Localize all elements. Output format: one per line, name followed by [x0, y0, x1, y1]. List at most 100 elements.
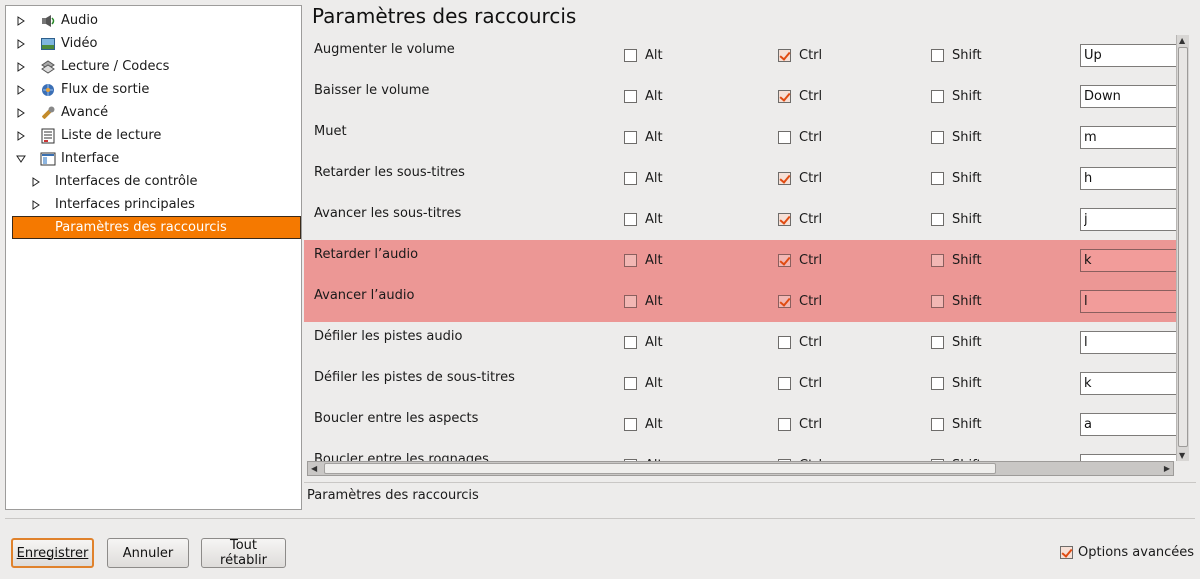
hotkey-key-field[interactable] — [1080, 290, 1180, 313]
scroll-right-icon[interactable]: ▶ — [1163, 464, 1170, 473]
ctrl-checkbox[interactable] — [778, 131, 791, 144]
tree-item-interfaces-de-contrôle[interactable]: Interfaces de contrôle — [6, 170, 301, 193]
hotkey-key-field[interactable] — [1080, 126, 1180, 149]
alt-modifier-toggle[interactable]: Alt — [624, 89, 663, 104]
alt-checkbox[interactable] — [624, 172, 637, 185]
collapse-arrow-icon[interactable] — [14, 152, 28, 166]
alt-checkbox[interactable] — [624, 336, 637, 349]
shift-modifier-toggle[interactable]: Shift — [931, 417, 982, 432]
expand-arrow-icon[interactable] — [14, 106, 28, 120]
shift-modifier-toggle[interactable]: Shift — [931, 130, 982, 145]
alt-checkbox[interactable] — [624, 295, 637, 308]
hotkey-key-field[interactable] — [1080, 372, 1180, 395]
shift-checkbox[interactable] — [931, 254, 944, 267]
alt-checkbox[interactable] — [624, 377, 637, 390]
shift-checkbox[interactable] — [931, 172, 944, 185]
ctrl-checkbox[interactable] — [778, 377, 791, 390]
ctrl-checkbox[interactable] — [778, 90, 791, 103]
ctrl-checkbox[interactable] — [778, 213, 791, 226]
ctrl-modifier-toggle[interactable]: Ctrl — [778, 253, 822, 268]
ctrl-modifier-toggle[interactable]: Ctrl — [778, 294, 822, 309]
tree-item-interface[interactable]: Interface — [6, 147, 301, 170]
shift-checkbox[interactable] — [931, 131, 944, 144]
tree-item-lecture-codecs[interactable]: Lecture / Codecs — [6, 55, 301, 78]
scroll-down-icon[interactable]: ▼ — [1179, 451, 1186, 460]
horizontal-scrollbar[interactable]: ◀ ▶ — [307, 461, 1174, 476]
tree-item-flux-de-sortie[interactable]: Flux de sortie — [6, 78, 301, 101]
tree-item-audio[interactable]: Audio — [6, 9, 301, 32]
hotkey-key-field[interactable] — [1080, 208, 1180, 231]
hotkey-key-field[interactable] — [1080, 249, 1180, 272]
alt-modifier-toggle[interactable]: Alt — [624, 253, 663, 268]
alt-checkbox[interactable] — [624, 254, 637, 267]
shift-modifier-toggle[interactable]: Shift — [931, 294, 982, 309]
ctrl-checkbox[interactable] — [778, 336, 791, 349]
alt-checkbox[interactable] — [624, 49, 637, 62]
alt-checkbox[interactable] — [624, 213, 637, 226]
tree-item-paramètres-des-raccourcis[interactable]: Paramètres des raccourcis — [12, 216, 301, 239]
alt-modifier-toggle[interactable]: Alt — [624, 376, 663, 391]
alt-checkbox[interactable] — [624, 90, 637, 103]
ctrl-checkbox[interactable] — [778, 172, 791, 185]
hotkey-key-field[interactable] — [1080, 85, 1180, 108]
vertical-scrollbar[interactable]: ▲ ▼ — [1176, 35, 1189, 461]
hotkey-key-field[interactable] — [1080, 44, 1180, 67]
ctrl-checkbox[interactable] — [778, 459, 791, 461]
ctrl-modifier-toggle[interactable]: Ctrl — [778, 171, 822, 186]
tree-item-vidéo[interactable]: Vidéo — [6, 32, 301, 55]
expand-arrow-icon[interactable] — [14, 129, 28, 143]
shift-checkbox[interactable] — [931, 49, 944, 62]
alt-modifier-toggle[interactable]: Alt — [624, 48, 663, 63]
hotkey-key-field[interactable] — [1080, 413, 1180, 436]
shift-checkbox[interactable] — [931, 336, 944, 349]
hotkey-key-field[interactable] — [1080, 167, 1180, 190]
ctrl-modifier-toggle[interactable]: Ctrl — [778, 212, 822, 227]
expand-arrow-icon[interactable] — [14, 14, 28, 28]
shift-checkbox[interactable] — [931, 377, 944, 390]
alt-checkbox[interactable] — [624, 131, 637, 144]
scroll-up-icon[interactable]: ▲ — [1179, 36, 1186, 45]
alt-modifier-toggle[interactable]: Alt — [624, 458, 663, 461]
preferences-tree[interactable]: Audio Vidéo Lecture / Codecs Flux de sortie… — [5, 5, 302, 510]
shift-checkbox[interactable] — [931, 90, 944, 103]
hotkey-key-field[interactable] — [1080, 454, 1180, 461]
shift-modifier-toggle[interactable]: Shift — [931, 212, 982, 227]
advanced-options-checkbox[interactable] — [1060, 546, 1073, 559]
ctrl-modifier-toggle[interactable]: Ctrl — [778, 48, 822, 63]
expand-arrow-icon[interactable] — [14, 83, 28, 97]
ctrl-modifier-toggle[interactable]: Ctrl — [778, 130, 822, 145]
alt-modifier-toggle[interactable]: Alt — [624, 171, 663, 186]
alt-modifier-toggle[interactable]: Alt — [624, 212, 663, 227]
shift-modifier-toggle[interactable]: Shift — [931, 335, 982, 350]
ctrl-modifier-toggle[interactable]: Ctrl — [778, 335, 822, 350]
ctrl-checkbox[interactable] — [778, 49, 791, 62]
shift-checkbox[interactable] — [931, 459, 944, 461]
horizontal-scroll-thumb[interactable] — [324, 463, 996, 474]
alt-modifier-toggle[interactable]: Alt — [624, 417, 663, 432]
alt-modifier-toggle[interactable]: Alt — [624, 335, 663, 350]
tree-item-liste-de-lecture[interactable]: Liste de lecture — [6, 124, 301, 147]
reset-all-button[interactable]: Tout rétablir — [201, 538, 286, 568]
shift-checkbox[interactable] — [931, 418, 944, 431]
ctrl-checkbox[interactable] — [778, 295, 791, 308]
save-button[interactable]: Enregistrer — [11, 538, 94, 568]
shift-modifier-toggle[interactable]: Shift — [931, 171, 982, 186]
ctrl-modifier-toggle[interactable]: Ctrl — [778, 458, 822, 461]
ctrl-modifier-toggle[interactable]: Ctrl — [778, 89, 822, 104]
shift-modifier-toggle[interactable]: Shift — [931, 458, 982, 461]
tree-item-interfaces-principales[interactable]: Interfaces principales — [6, 193, 301, 216]
alt-modifier-toggle[interactable]: Alt — [624, 294, 663, 309]
shift-modifier-toggle[interactable]: Shift — [931, 253, 982, 268]
alt-modifier-toggle[interactable]: Alt — [624, 130, 663, 145]
alt-checkbox[interactable] — [624, 418, 637, 431]
shift-modifier-toggle[interactable]: Shift — [931, 48, 982, 63]
ctrl-checkbox[interactable] — [778, 418, 791, 431]
shift-checkbox[interactable] — [931, 213, 944, 226]
advanced-options-toggle[interactable]: Options avancées — [1060, 545, 1194, 560]
expand-arrow-icon[interactable] — [14, 60, 28, 74]
ctrl-modifier-toggle[interactable]: Ctrl — [778, 417, 822, 432]
scroll-left-icon[interactable]: ◀ — [311, 464, 318, 473]
cancel-button[interactable]: Annuler — [107, 538, 189, 568]
expand-arrow-icon[interactable] — [29, 198, 43, 212]
tree-item-avancé[interactable]: Avancé — [6, 101, 301, 124]
